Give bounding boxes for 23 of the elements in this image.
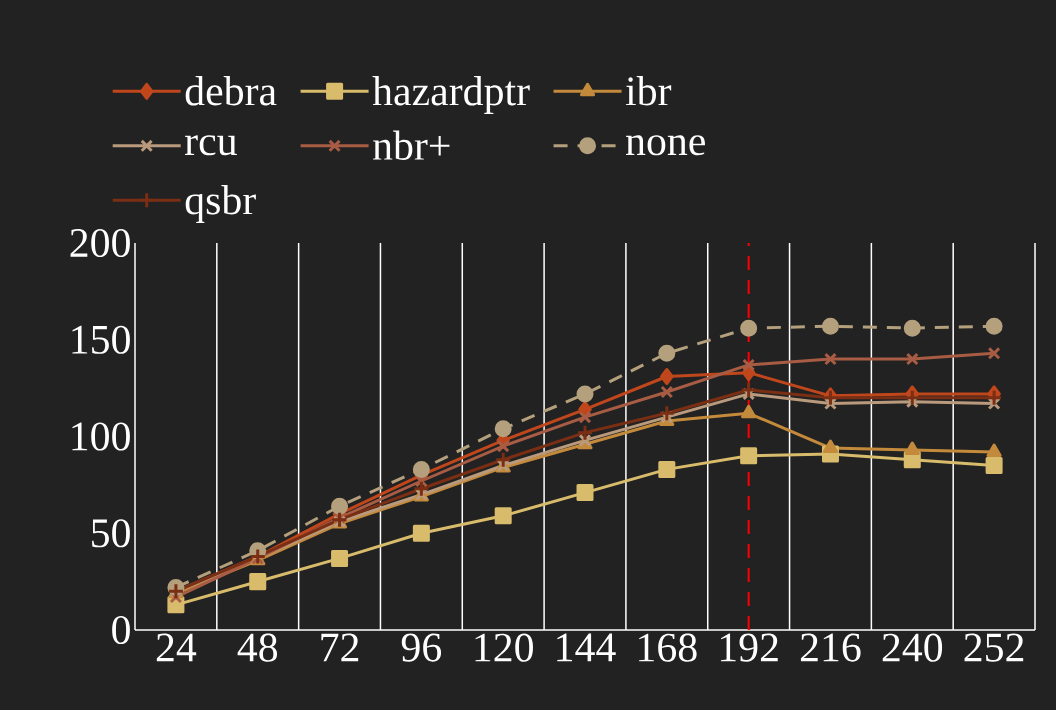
x-tick-label: 240 — [882, 633, 943, 662]
legend-label: rcu — [185, 135, 237, 156]
y-tick-label: 100 — [72, 422, 130, 451]
y-tick-label: 0 — [112, 615, 130, 645]
x-tick-label: 216 — [800, 633, 861, 662]
x-tick-label: 24 — [156, 633, 197, 662]
x-tick-label: 48 — [237, 633, 278, 662]
x-tick-label: 192 — [720, 633, 778, 662]
legend-label: ibr — [625, 76, 672, 106]
x-tick-label: 252 — [964, 633, 1024, 662]
x-tick-label: 96 — [401, 633, 442, 662]
x-tick-label: 120 — [475, 633, 533, 662]
legend-label: debra — [185, 76, 277, 106]
legend-label: nbr+ — [373, 130, 450, 160]
y-tick-label: 50 — [92, 519, 130, 548]
legend-label: qsbr — [185, 185, 256, 224]
x-tick-label: 72 — [321, 633, 359, 662]
y-tick-label: 150 — [72, 325, 130, 354]
y-tick-label: 200 — [70, 228, 130, 258]
legend-label: none — [626, 135, 705, 156]
x-tick-label: 144 — [557, 633, 616, 662]
legend-label: hazardptr — [372, 76, 530, 114]
x-tick-label: 168 — [639, 633, 697, 662]
